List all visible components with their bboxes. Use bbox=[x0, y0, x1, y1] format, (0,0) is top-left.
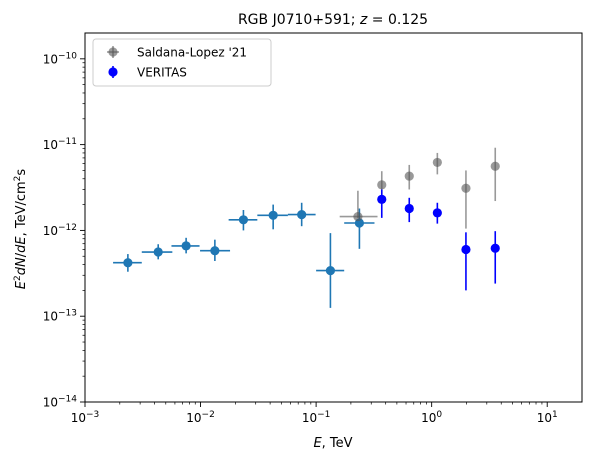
legend-marker bbox=[108, 67, 118, 77]
data-point bbox=[432, 208, 442, 218]
data-point bbox=[432, 157, 442, 168]
chart-title-suffix: = 0.125 bbox=[367, 12, 428, 28]
chart-title-prefix: RGB J0710+591; bbox=[238, 12, 360, 28]
data-point bbox=[404, 171, 414, 181]
legend-label: Saldana-Lopez '21 bbox=[137, 46, 247, 60]
x-axis-label-variable: E bbox=[313, 436, 322, 451]
data-point bbox=[181, 241, 191, 251]
y-tick-label: 10−14 bbox=[43, 395, 78, 410]
axes-frame bbox=[84, 32, 583, 403]
series-veritas bbox=[377, 189, 500, 291]
data-point bbox=[404, 203, 414, 214]
legend: Saldana-Lopez '21 VERITAS bbox=[92, 38, 272, 87]
data-point bbox=[238, 215, 249, 225]
chart-title-variable: z bbox=[359, 12, 368, 28]
x-tick-label: 101 bbox=[537, 410, 558, 425]
x-axis-label-unit: , TeV bbox=[322, 436, 353, 451]
x-tick-label: 100 bbox=[421, 410, 442, 425]
plot-area: 10−3 10−2 10−1 100 101 10−14 10−13 10−12 10−11 10… bbox=[43, 32, 583, 425]
y-tick-label: 10−10 bbox=[43, 51, 78, 66]
data-point bbox=[268, 210, 278, 220]
legend-box bbox=[92, 38, 272, 87]
y-tick-label: 10−13 bbox=[43, 309, 77, 324]
data-point bbox=[123, 258, 133, 268]
data-point bbox=[377, 194, 387, 204]
data-point bbox=[325, 266, 336, 276]
y-tick-label: 10−12 bbox=[43, 223, 77, 238]
x-tick-label: 10−3 bbox=[71, 410, 100, 425]
series-unlabeled bbox=[113, 202, 375, 308]
chart-title: RGB J0710+591; z = 0.125 bbox=[238, 12, 428, 28]
legend-entry: VERITAS bbox=[108, 66, 187, 80]
data-point bbox=[297, 209, 307, 220]
y-tick-label: 10−11 bbox=[43, 137, 77, 152]
data-point bbox=[377, 180, 387, 190]
data-point bbox=[461, 244, 471, 255]
x-tick-label: 10−2 bbox=[186, 410, 215, 425]
x-axis-label: E, TeV bbox=[313, 436, 352, 451]
data-point bbox=[490, 161, 500, 171]
data-point bbox=[153, 247, 163, 257]
data-point bbox=[210, 246, 220, 256]
y-axis-label: E2dN/dE, TeV/cm2s bbox=[13, 169, 29, 290]
series-saldana-lopez-21 bbox=[339, 147, 500, 229]
data-point bbox=[353, 211, 363, 222]
legend-label: VERITAS bbox=[137, 66, 187, 80]
data-point bbox=[461, 183, 471, 193]
legend-entry: Saldana-Lopez '21 bbox=[107, 46, 247, 60]
data-point bbox=[490, 243, 500, 253]
x-tick-label: 10−1 bbox=[302, 410, 331, 425]
legend-marker bbox=[108, 47, 118, 57]
